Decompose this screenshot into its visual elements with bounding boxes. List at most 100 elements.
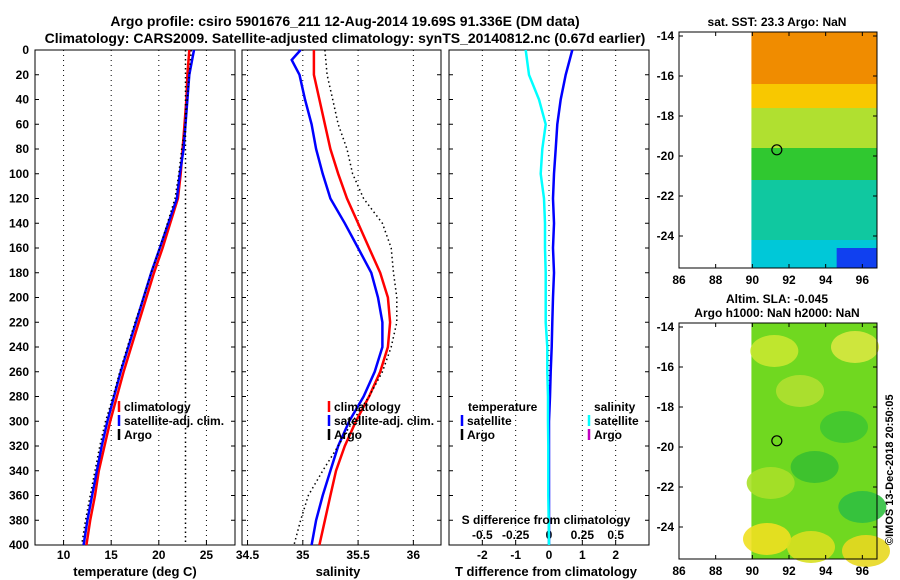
sst-band: [751, 108, 877, 148]
map-y-tick-label: -14: [657, 320, 675, 334]
figure-title-line2: Climatology: CARS2009. Satellite-adjuste…: [45, 30, 646, 46]
map-x-tick-label: 94: [819, 273, 833, 287]
depth-tick-label: 360: [9, 489, 29, 503]
map-x-tick-label: 96: [856, 564, 870, 578]
salinity-x-ticks: 34.5 35 35.5 36: [236, 540, 420, 562]
map-x-tick-label: 94: [819, 564, 833, 578]
series-line-argo: [80, 49, 192, 546]
depth-tick-label: 240: [9, 340, 29, 354]
depth-tick-label: 400: [9, 538, 29, 552]
sla-anomaly-blob: [787, 531, 835, 563]
map-x-tick-label: 86: [672, 564, 686, 578]
salinity-diff-tick-label: 0.5: [607, 528, 624, 542]
sla-map-border: [678, 322, 878, 560]
legend-temp-argo-label: Argo: [467, 428, 495, 442]
depth-tick-label: 260: [9, 365, 29, 379]
temperature-panel: 0 20 40 60 80 100 120 140 160 180 200 220 240 260 280 3…: [9, 43, 236, 579]
sla-anomaly-blob: [842, 535, 890, 567]
depth-tick-label: 40: [16, 93, 30, 107]
x-tick-label: -2: [477, 548, 488, 562]
depth-tick-label: 340: [9, 464, 29, 478]
x-tick-label: 15: [105, 548, 119, 562]
sst-cool-patch: [836, 248, 877, 268]
sla-anomaly-blob: [743, 523, 791, 555]
map-x-tick-label: 96: [856, 273, 870, 287]
depth-tick-label: 20: [16, 68, 30, 82]
x-tick-label: 0: [546, 548, 553, 562]
legend-argo-label: Argo: [124, 428, 152, 442]
x-tick-label: 20: [152, 548, 166, 562]
legend-argo-label: Argo: [334, 428, 362, 442]
series-line-satellite-adj-clim-: [290, 49, 384, 546]
depth-tick-label: 180: [9, 266, 29, 280]
sla-map-title-line1: Altim. SLA: -0.045: [726, 292, 828, 306]
x-tick-label: 35.5: [346, 548, 370, 562]
salinity-diff-tick-label: 0.25: [571, 528, 595, 542]
salinity-series: [290, 49, 398, 546]
salinity-diff-tick-label: -0.25: [502, 528, 530, 542]
depth-tick-label: 200: [9, 291, 29, 305]
sst-band: [751, 32, 877, 84]
map-x-tick-label: 86: [672, 273, 686, 287]
depth-tick-label: 280: [9, 390, 29, 404]
temperature-depth-ticks: 0 20 40 60 80 100 120 140 160 180 200 220 240 260 280 3…: [9, 43, 29, 552]
legend-climatology-label: climatology: [124, 400, 191, 414]
difference-x-ticks: -2 -1 0 1 2: [477, 540, 619, 562]
sst-map-field: [751, 32, 877, 268]
map-x-tick-label: 90: [746, 273, 760, 287]
depth-tick-label: 220: [9, 315, 29, 329]
difference-grid: [449, 49, 649, 546]
map-x-tick-label: 90: [746, 564, 760, 578]
sla-anomaly-blob: [820, 411, 868, 443]
difference-x-label: T difference from climatology: [455, 564, 638, 579]
depth-tick-label: 320: [9, 439, 29, 453]
sst-band: [751, 84, 877, 108]
difference-series: [524, 49, 574, 546]
sst-band: [751, 180, 877, 240]
figure-title-line1: Argo profile: csiro 5901676_211 12-Aug-2…: [110, 13, 579, 29]
series-line-argo: [293, 49, 398, 546]
salinity-difference-label: S difference from climatology: [462, 513, 631, 527]
map-y-tick-label: -18: [657, 400, 675, 414]
argo-location-marker: [771, 144, 783, 156]
map-y-tick-label: -24: [657, 520, 675, 534]
sst-map-title: sat. SST: 23.3 Argo: NaN: [708, 15, 847, 29]
sla-anomaly-blob: [776, 375, 824, 407]
map-x-tick-label: 88: [709, 564, 723, 578]
map-y-tick-label: -22: [657, 189, 675, 203]
depth-tick-label: 120: [9, 192, 29, 206]
depth-tick-label: 300: [9, 414, 29, 428]
depth-tick-label: 160: [9, 241, 29, 255]
sst-band: [751, 148, 877, 180]
map-y-tick-label: -14: [657, 29, 675, 43]
temperature-series: [80, 49, 196, 546]
salinity-diff-tick-label: -0.5: [472, 528, 493, 542]
sla-map-panel: Altim. SLA: -0.045 Argo h1000: NaN h2000…: [657, 292, 890, 578]
x-tick-label: 10: [57, 548, 71, 562]
salinity-x-label: salinity: [316, 564, 362, 579]
difference-panel: -2 -1 0 1 2 -0.5 -0.25 0 0.25 0.5 S difference f…: [448, 49, 650, 579]
legend-temperature-title: temperature: [468, 400, 538, 414]
salinity-grid: [242, 49, 441, 546]
sst-map-border: [678, 31, 878, 269]
x-tick-label: 35: [296, 548, 310, 562]
legend-satellite-label: satellite-adj. clim.: [124, 414, 224, 428]
sla-map-title-line2: Argo h1000: NaN h2000: NaN: [694, 306, 859, 320]
x-tick-label: 25: [200, 548, 214, 562]
series-line-salinity-satellite: [524, 49, 551, 546]
map-y-tick-label: -20: [657, 440, 675, 454]
sla-map-field: [743, 323, 890, 567]
depth-tick-label: 100: [9, 167, 29, 181]
sla-map-ticks: 86 88 90 92 94 96 -14 -16 -18 -20 -22 -24: [657, 320, 877, 578]
x-tick-label: 34.5: [236, 548, 260, 562]
map-x-tick-label: 88: [709, 273, 723, 287]
salinity-panel: 34.5 35 35.5 36 salinity climatology satell…: [236, 49, 442, 579]
map-y-tick-label: -16: [657, 360, 675, 374]
temperature-plot-frame: [34, 49, 236, 546]
map-y-tick-label: -20: [657, 149, 675, 163]
argo-location-marker: [771, 435, 783, 447]
map-x-tick-label: 92: [782, 273, 796, 287]
depth-tick-label: 140: [9, 216, 29, 230]
map-y-tick-label: -24: [657, 229, 675, 243]
legend-salinity-title: salinity: [594, 400, 636, 414]
